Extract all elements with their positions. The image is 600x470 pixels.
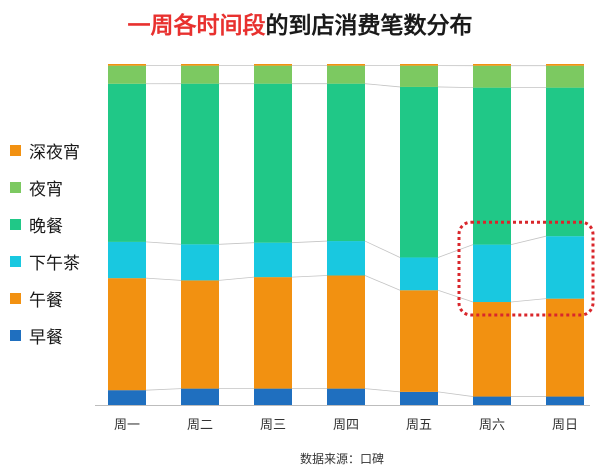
bar-segment [181, 64, 219, 66]
bar-segment [473, 64, 511, 66]
series-connector-line [145, 277, 182, 281]
bar-segment [254, 277, 292, 389]
bar-segment [546, 87, 584, 237]
bar-segment [108, 65, 146, 84]
bar-segment [181, 244, 219, 281]
series-connector-line [510, 235, 547, 246]
legend-label: 夜宵 [29, 179, 63, 200]
bar-segment [400, 290, 438, 392]
series-connector-line [291, 275, 328, 278]
bar-segment [546, 236, 584, 299]
legend-item: 晚餐 [10, 212, 63, 237]
series-connector-line [437, 244, 474, 258]
bar-segment [473, 396, 511, 405]
bar-segment [473, 302, 511, 397]
bar-segment [181, 65, 219, 84]
legend-item: 早餐 [10, 323, 63, 348]
legend-label: 午餐 [29, 290, 63, 311]
legend-item: 夜宵 [10, 175, 63, 200]
legend-item: 深夜宵 [10, 138, 80, 163]
bar-segment [400, 65, 438, 87]
bar-segment [473, 65, 511, 88]
bar-segment [546, 65, 584, 88]
series-connector-line [510, 298, 547, 303]
series-connector-line [364, 240, 401, 258]
bar-segment [327, 388, 365, 405]
bar-segment [108, 83, 146, 242]
bar-segment [400, 391, 438, 405]
series-connector-line [218, 242, 255, 245]
series-connector-line [437, 391, 474, 397]
bar-segment [254, 65, 292, 84]
bar-segment [327, 65, 365, 84]
legend-label: 下午茶 [29, 253, 80, 274]
chart-title-rest: 的到店消费笔数分布 [265, 13, 473, 39]
bar-segment [108, 241, 146, 279]
bar-segment [546, 396, 584, 405]
bar-segment [108, 64, 146, 66]
bar-segment [108, 390, 146, 405]
bar-segment [108, 278, 146, 391]
bar-segment [327, 64, 365, 66]
bar-segment [181, 388, 219, 405]
series-connector-line [145, 388, 182, 391]
legend-swatch [10, 181, 21, 193]
bar-segment [473, 244, 511, 303]
series-connector-line [364, 388, 401, 393]
legend-label: 晚餐 [29, 216, 63, 237]
legend-swatch [10, 255, 21, 267]
legend-swatch [10, 292, 21, 304]
x-tick-label: 周二 [187, 418, 213, 433]
data-source-note: 数据来源：口碑 [300, 452, 385, 466]
bar-segment [181, 280, 219, 389]
legend-item: 午餐 [10, 286, 63, 311]
bar-segment [546, 298, 584, 397]
legend-swatch [10, 329, 21, 341]
highlight-callout-box [457, 220, 595, 317]
bar-segment [473, 87, 511, 245]
series-connector-line [364, 83, 401, 88]
legend-label: 早餐 [29, 327, 63, 348]
series-connector-line [437, 86, 474, 89]
bar-segment [400, 257, 438, 291]
bar-segment [181, 83, 219, 245]
legend-swatch [10, 144, 21, 156]
bar-segment [254, 83, 292, 243]
bar-segment [327, 275, 365, 389]
series-connector-line [145, 241, 182, 245]
bar-segment [254, 64, 292, 66]
series-connector-line [218, 276, 255, 281]
chart-title-highlight: 一周各时间段 [127, 13, 266, 39]
bar-segment [254, 388, 292, 405]
bar-segment [327, 241, 365, 276]
x-tick-label: 周日 [552, 418, 578, 433]
bar-segment [546, 64, 584, 66]
bar-segment [327, 83, 365, 242]
bar-segment [400, 64, 438, 66]
bar-segment [400, 86, 438, 258]
series-connector-line [291, 240, 328, 244]
x-tick-label: 周五 [406, 418, 432, 433]
legend-swatch [10, 218, 21, 230]
x-tick-label: 周三 [260, 418, 286, 433]
series-connector-line [437, 289, 474, 303]
chart-title: 一周各时间段的到店消费笔数分布 [0, 8, 600, 44]
x-tick-label: 周四 [333, 418, 359, 433]
legend-label: 深夜宵 [29, 142, 80, 163]
x-tick-label: 周六 [479, 418, 505, 433]
series-connector-line [364, 275, 401, 291]
bar-segment [254, 242, 292, 278]
x-tick-label: 周一 [114, 418, 140, 433]
legend-item: 下午茶 [10, 249, 80, 274]
